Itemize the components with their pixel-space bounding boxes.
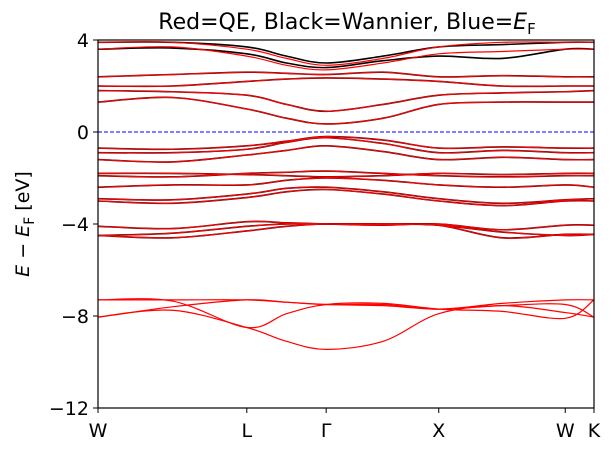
- y-tick-label-3: −8: [61, 306, 89, 328]
- qe-band-2: [98, 299, 594, 310]
- ylabel-ef: E: [12, 225, 34, 237]
- ylabel-subscript: F: [22, 217, 38, 225]
- qe-band-8: [98, 186, 594, 204]
- y-tick-label-2: −4: [61, 214, 89, 236]
- qe-band-14: [98, 135, 594, 150]
- x-tick-label-2: Γ: [321, 420, 332, 442]
- qe-band-9: [98, 177, 594, 188]
- qe-band-18: [98, 71, 594, 78]
- y-tick-label-4: −12: [49, 398, 89, 420]
- chart-title-symbol: E: [513, 10, 527, 35]
- qe-band-0: [98, 305, 594, 350]
- ylabel-minus: −: [12, 237, 34, 265]
- plot-area: [97, 39, 595, 409]
- qe-band-12: [98, 145, 594, 163]
- ylabel-e: E: [12, 265, 34, 277]
- qe-band-19: [98, 46, 594, 71]
- ylabel-unit: [eV]: [12, 171, 34, 217]
- y-tick-label-1: 0: [77, 122, 89, 144]
- qe-band-10: [98, 170, 594, 178]
- qe-band-15: [98, 96, 594, 125]
- y-axis-label: E − EF [eV]: [12, 171, 38, 277]
- qe-band-11: [98, 172, 594, 178]
- y-axis: 4 0 −4 −8 −12: [49, 30, 98, 420]
- x-tick-label-3: X: [432, 420, 445, 442]
- x-tick-label-5: K: [588, 420, 601, 442]
- qe-band-13: [98, 137, 594, 154]
- bands-layer: [98, 41, 594, 350]
- qe-band-16: [98, 90, 594, 112]
- chart-title-prefix: Red=QE, Black=Wannier, Blue=: [158, 10, 513, 35]
- qe-band-20: [98, 41, 594, 66]
- qe-band-3: [98, 298, 594, 329]
- qe-band-7: [98, 188, 594, 207]
- x-tick-label-1: L: [242, 420, 253, 442]
- x-tick-label-0: W: [89, 420, 108, 442]
- wannier-band-16: [98, 41, 594, 64]
- qe-band-17: [98, 77, 594, 87]
- qe-band-6: [98, 220, 594, 231]
- x-tick-label-4: W: [556, 420, 575, 442]
- y-tick-label-0: 4: [77, 30, 89, 52]
- chart-title-subscript: F: [527, 20, 536, 38]
- chart-title: Red=QE, Black=Wannier, Blue=EF: [158, 10, 535, 38]
- qe-band-5: [98, 223, 594, 239]
